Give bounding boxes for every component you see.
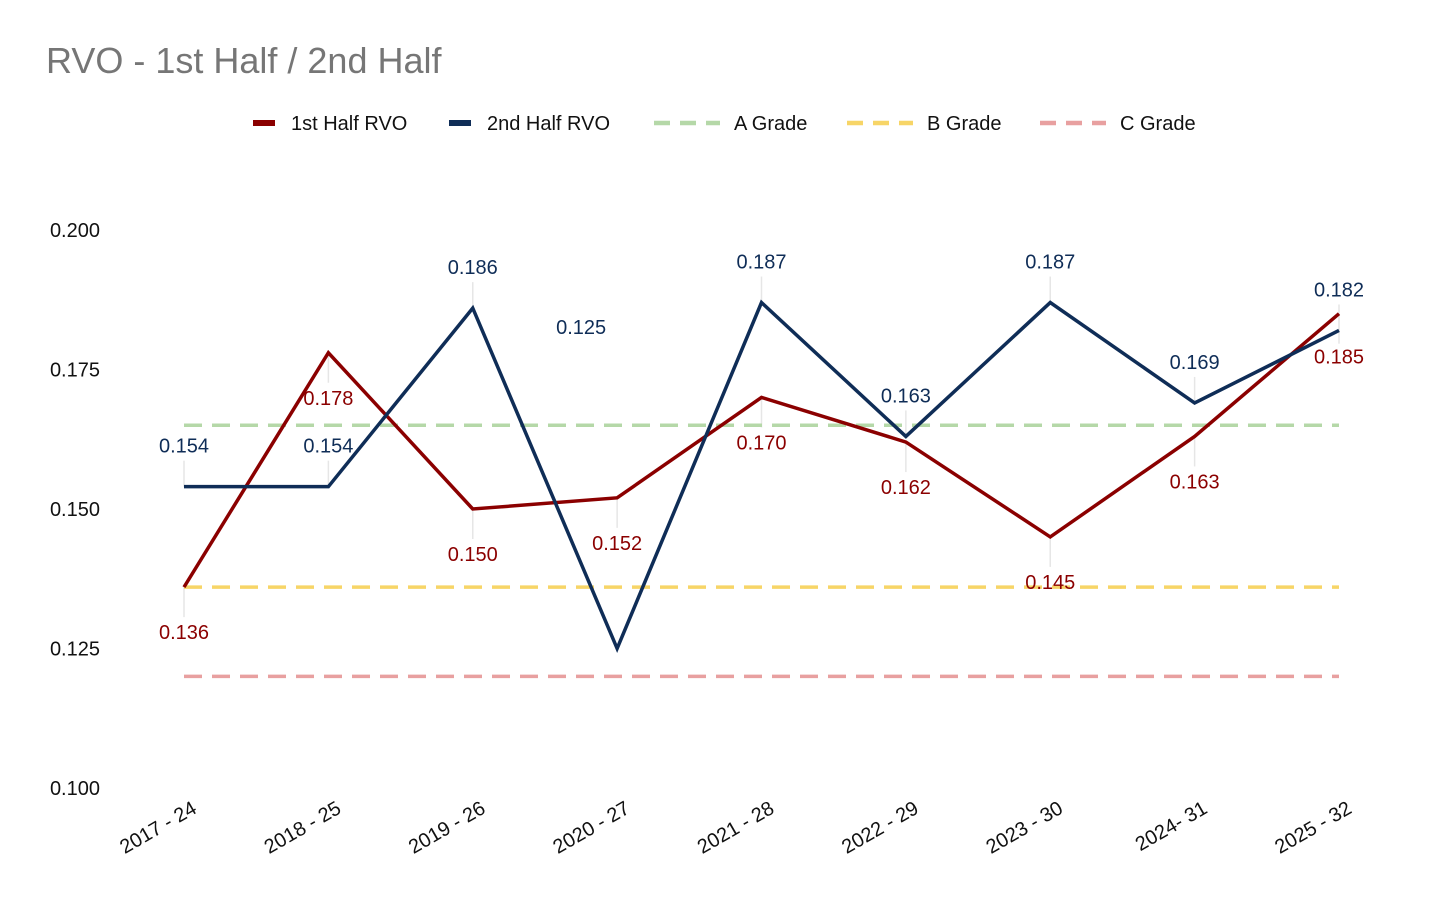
series-line-second-half <box>184 299 1340 654</box>
legend: 1st Half RVO 2nd Half RVO A Grade B Grade C … <box>253 113 1196 135</box>
x-tick-label: 2018 - 25 <box>261 797 345 858</box>
data-label-first-half: 0.163 <box>1170 471 1220 493</box>
reference-lines <box>184 423 1339 679</box>
data-label-first-half: 0.178 <box>303 388 353 410</box>
data-label-first-half: 0.152 <box>592 533 642 555</box>
x-tick-label: 2024- 31 <box>1132 797 1211 856</box>
data-label-first-half: 0.150 <box>448 544 498 566</box>
data-labels: 0.136 0.178 0.150 0.152 0.170 0.162 0.145 0.163… <box>159 252 1364 645</box>
x-tick-label: 2017 - 24 <box>116 797 200 858</box>
legend-label: C Grade <box>1120 113 1196 135</box>
y-tick-label: 0.125 <box>50 639 100 661</box>
data-label-second-half: 0.163 <box>881 385 931 407</box>
y-axis: 0.100 0.125 0.150 0.175 0.200 <box>50 220 100 800</box>
y-tick-label: 0.100 <box>50 778 100 800</box>
legend-label: A Grade <box>734 113 807 135</box>
x-axis: 2017 - 24 2018 - 25 2019 - 26 2020 - 27 2021… <box>116 797 1355 858</box>
series-line-first-half <box>182 312 1341 589</box>
data-label-second-half: 0.187 <box>736 252 786 274</box>
data-label-first-half: 0.145 <box>1025 572 1075 594</box>
x-tick-label: 2019 - 26 <box>405 797 489 858</box>
data-label-second-half: 0.154 <box>303 436 353 458</box>
x-tick-label: 2022 - 29 <box>838 797 922 858</box>
x-tick-label: 2023 - 30 <box>983 797 1067 858</box>
label-leader-lines <box>183 276 1340 618</box>
legend-label: 1st Half RVO <box>291 113 407 135</box>
data-label-first-half: 0.136 <box>159 622 209 644</box>
data-label-second-half: 0.182 <box>1314 279 1364 301</box>
legend-label: B Grade <box>927 113 1001 135</box>
x-tick-label: 2021 - 28 <box>694 797 778 858</box>
data-label-second-half: 0.169 <box>1170 352 1220 374</box>
data-label-second-half: 0.154 <box>159 436 209 458</box>
legend-label: 2nd Half RVO <box>487 113 610 135</box>
data-label-second-half: 0.186 <box>448 257 498 279</box>
data-label-second-half: 0.125 <box>556 317 606 339</box>
data-label-first-half: 0.170 <box>736 432 786 454</box>
y-tick-label: 0.200 <box>50 220 100 242</box>
x-tick-label: 2020 - 27 <box>549 797 633 858</box>
data-label-second-half: 0.187 <box>1025 252 1075 274</box>
chart-title: RVO - 1st Half / 2nd Half <box>46 40 442 81</box>
y-tick-label: 0.175 <box>50 360 100 382</box>
x-tick-label: 2025 - 32 <box>1271 797 1355 858</box>
series-lines <box>182 299 1341 654</box>
y-tick-label: 0.150 <box>50 499 100 521</box>
data-label-first-half: 0.162 <box>881 477 931 499</box>
data-label-first-half: 0.185 <box>1314 347 1364 369</box>
